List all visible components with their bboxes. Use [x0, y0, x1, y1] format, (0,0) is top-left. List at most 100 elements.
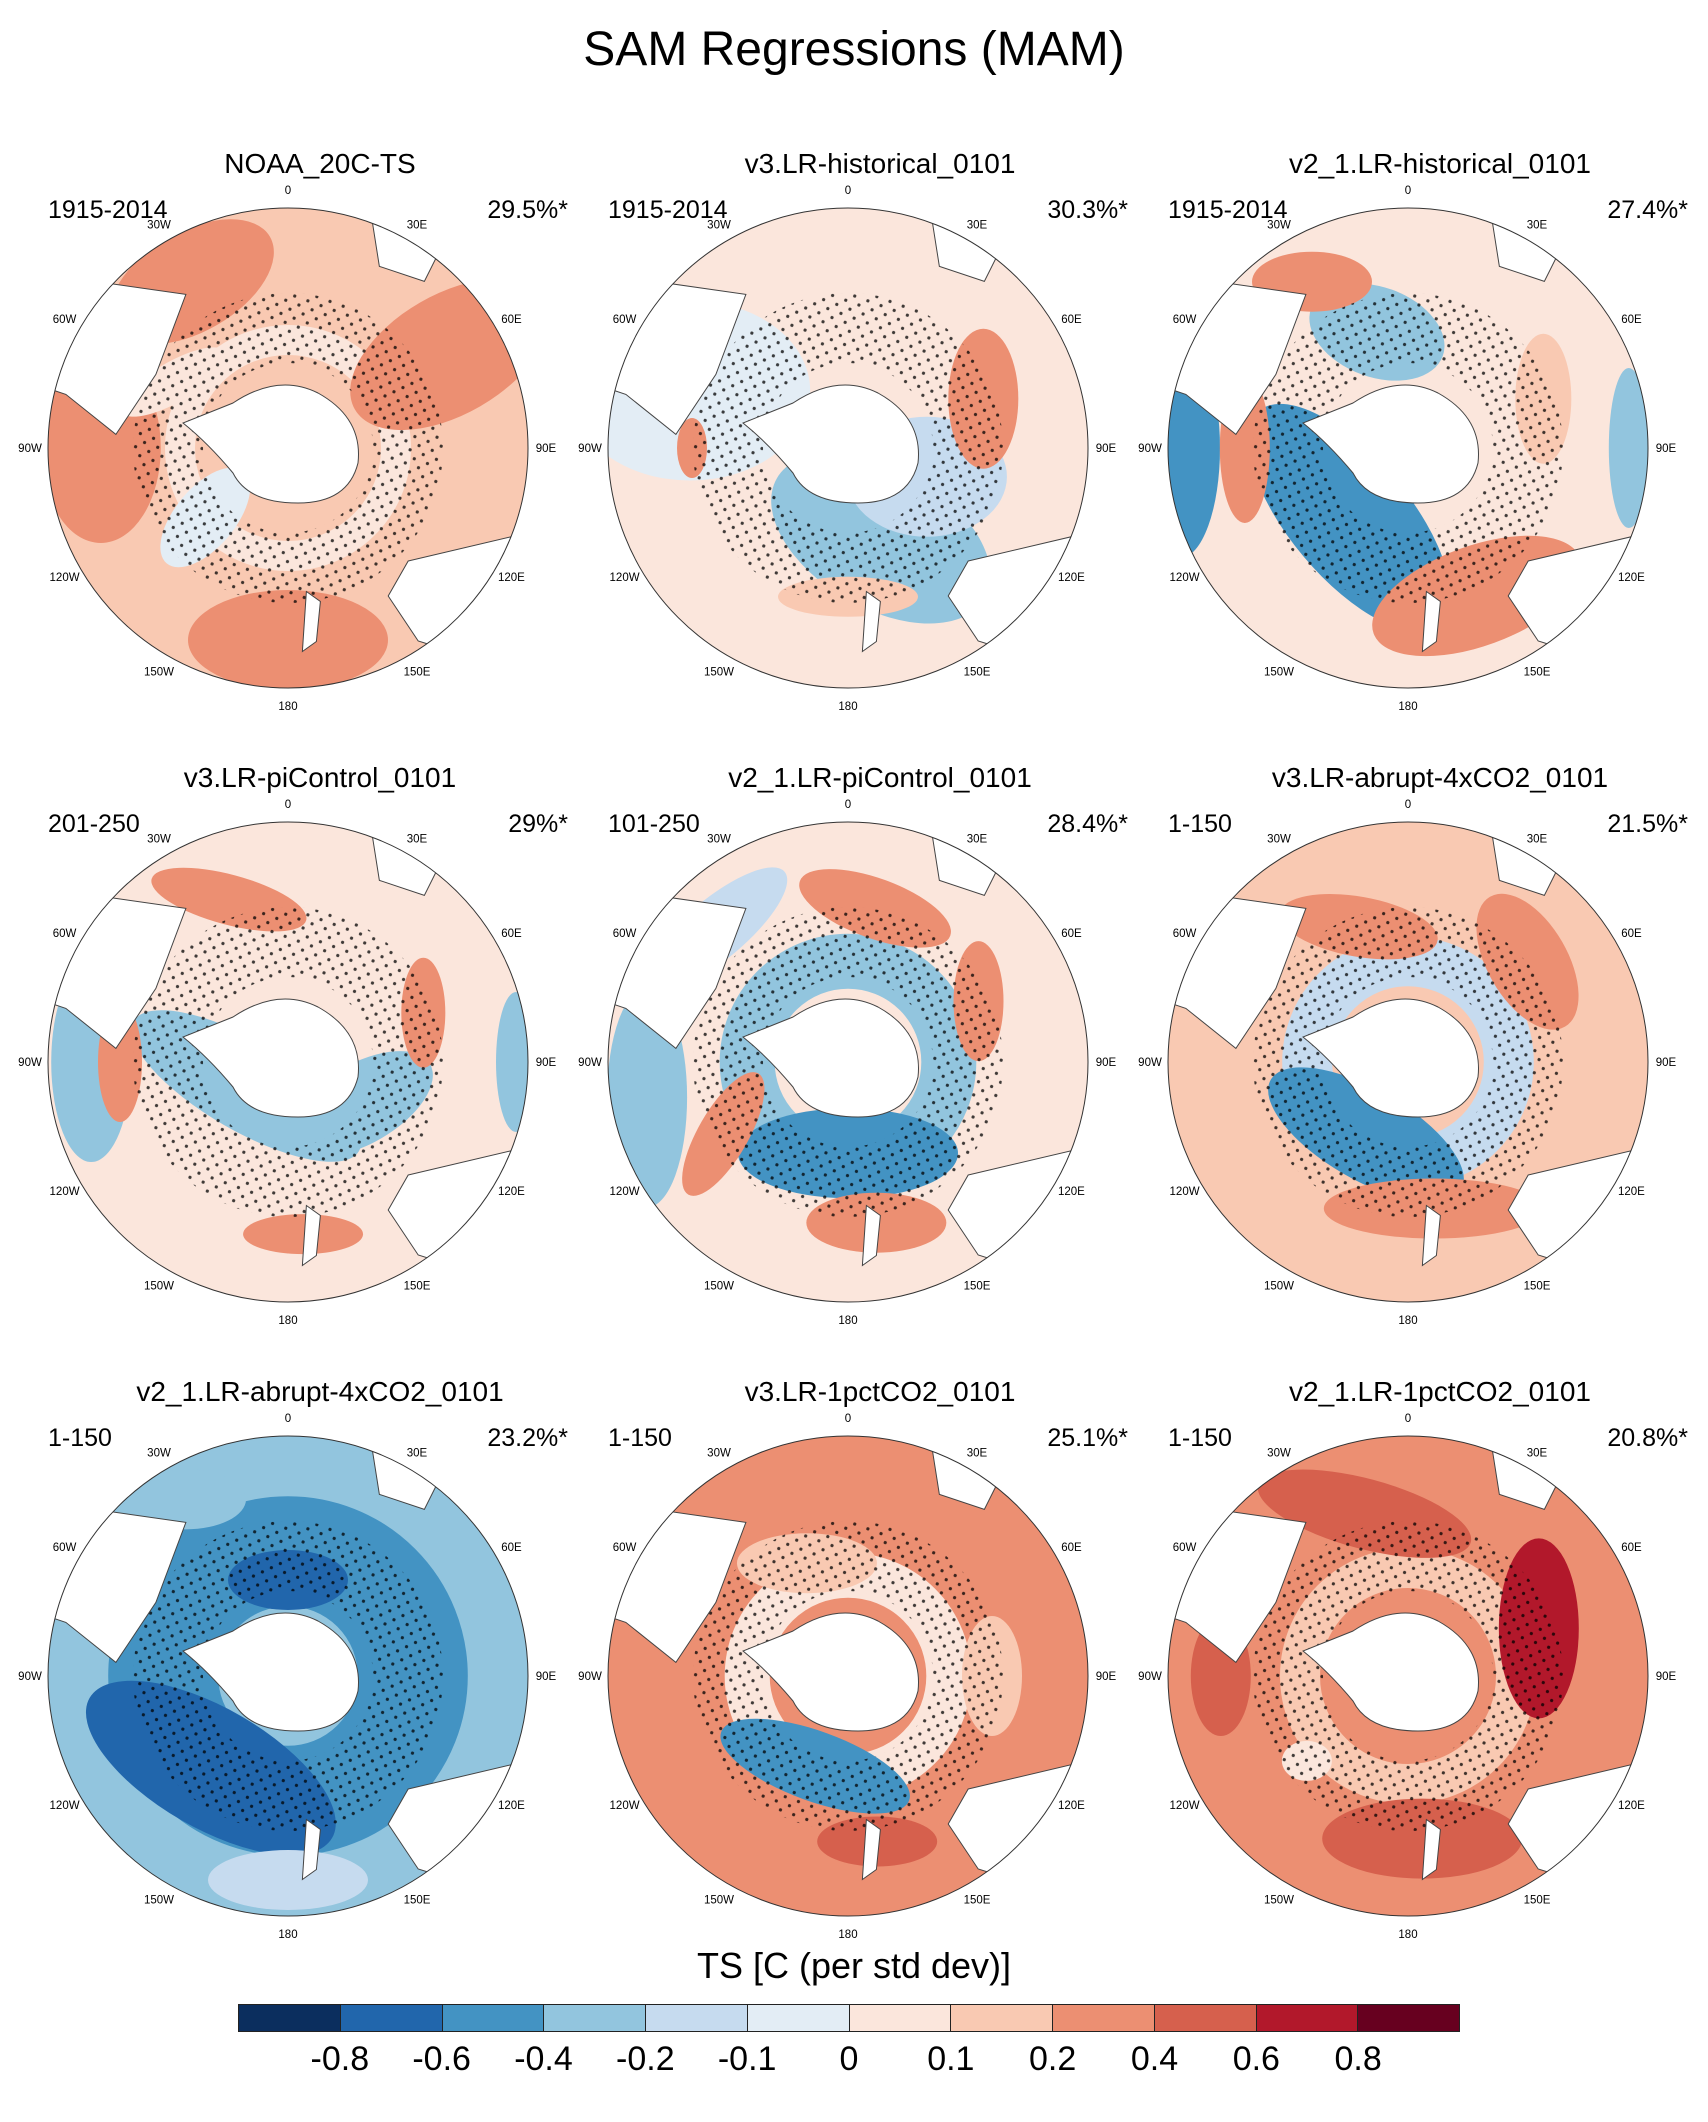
longitude-label: 60E	[1621, 314, 1642, 326]
anomaly-field	[48, 208, 528, 688]
map-panel: v2_1.LR-abrupt-4xCO2_0101 1-150 23.2%* 0 30E…	[18, 1376, 600, 1941]
colorbar-segment	[951, 2005, 1053, 2031]
longitude-label: 60W	[53, 314, 77, 326]
longitude-label: 120W	[50, 1800, 80, 1812]
longitude-label: 60W	[1173, 928, 1197, 940]
colorbar-tick-label: 0.2	[1029, 2040, 1077, 2078]
colorbar-tick-label: -0.6	[412, 2040, 471, 2078]
new-zealand-land	[1421, 1818, 1441, 1881]
map-boundary	[607, 207, 1089, 689]
longitude-label: 90W	[578, 1057, 602, 1069]
antarctica-land	[1302, 384, 1479, 504]
longitude-label: 30E	[407, 834, 428, 846]
longitude-label: 0	[285, 185, 291, 197]
map-boundary	[607, 821, 1089, 1303]
antarctica-land	[182, 384, 359, 504]
longitude-label: 150W	[1264, 666, 1294, 678]
anomaly-field	[1168, 822, 1648, 1302]
figure-title: SAM Regressions (MAM)	[583, 23, 1125, 76]
antarctica-land	[1302, 1612, 1479, 1732]
longitude-label: 150E	[404, 1280, 431, 1292]
longitude-label: 30W	[147, 220, 171, 232]
colorbar-segment	[442, 2005, 545, 2031]
longitude-label: 0	[1405, 1413, 1411, 1425]
longitude-label: 90E	[1656, 443, 1677, 455]
longitude-label: 180	[1398, 1929, 1417, 1941]
colorbar-tick-label: 0.4	[1130, 2040, 1179, 2078]
longitude-label: 90E	[536, 1057, 557, 1069]
longitude-label: 30W	[1267, 220, 1291, 232]
longitude-label: 60E	[1621, 1542, 1642, 1554]
longitude-label: 120E	[498, 1186, 525, 1198]
colorbar-tick-label: -0.8	[310, 2040, 370, 2078]
longitude-label: 150W	[1264, 1280, 1294, 1292]
colorbar-segment	[340, 2005, 443, 2031]
significance-stippling	[1253, 293, 1563, 603]
longitude-label: 0	[1405, 185, 1411, 197]
longitude-label: 150W	[704, 666, 734, 678]
map-panel: v2_1.LR-piControl_0101 101-250 28.4%* 0 30E 6…	[578, 762, 1160, 1327]
longitude-label: 60W	[1173, 1542, 1197, 1554]
anomaly-region	[243, 1214, 364, 1255]
significance-stippling	[133, 907, 443, 1217]
polar-map: 0 30E 60E 90E 120E 150E 180 150W 120W 90W 60W 30W	[18, 1413, 556, 1941]
longitude-label: 150E	[1524, 1280, 1551, 1292]
longitude-label: 60E	[501, 1542, 522, 1554]
panel-period: 1-150	[48, 1424, 112, 1452]
explained-variance: 28.4%*	[1047, 810, 1128, 838]
panel-title: v2_1.LR-historical_0101	[1289, 148, 1591, 179]
south-america-land	[1168, 1491, 1307, 1664]
significance-stippling	[693, 1521, 1003, 1831]
map-boundary	[47, 207, 529, 689]
longitude-label: 180	[838, 701, 857, 713]
polar-map: 0 30E 60E 90E 120E 150E 180 150W 120W 90W 60W 30W	[1138, 185, 1677, 713]
longitude-label: 90W	[1138, 1057, 1162, 1069]
colorbar-tick-label: 0.1	[927, 2040, 975, 2078]
south-america-land	[48, 263, 187, 436]
longitude-label: 90W	[578, 1671, 602, 1683]
anomaly-region	[1608, 368, 1648, 528]
map-boundary	[1167, 821, 1649, 1303]
antarctica-land	[182, 998, 359, 1118]
longitude-label: 60W	[1173, 314, 1197, 326]
anomaly-field	[1168, 1436, 1648, 1916]
longitude-label: 120E	[498, 572, 525, 584]
panel-period: 1-150	[1168, 1424, 1232, 1452]
map-panel: v2_1.LR-1pctCO2_0101 1-150 20.8%* 0 30E 60E 90…	[1138, 1376, 1708, 1941]
colorbar-segment	[747, 2005, 850, 2031]
longitude-label: 90E	[1096, 443, 1117, 455]
panel-period: 1-150	[1168, 810, 1232, 838]
anomaly-region	[208, 1850, 368, 1910]
colorbar-tick-label: 0.8	[1334, 2040, 1382, 2078]
longitude-label: 90W	[18, 1057, 42, 1069]
longitude-label: 60W	[53, 1542, 77, 1554]
antarctica-land	[742, 998, 919, 1118]
antarctica-land	[742, 384, 919, 504]
longitude-label: 30E	[1527, 834, 1548, 846]
explained-variance: 30.3%*	[1047, 196, 1128, 224]
longitude-label: 90W	[1138, 443, 1162, 455]
longitude-label: 30W	[707, 220, 731, 232]
anomaly-field	[48, 1436, 528, 1916]
longitude-label: 120E	[1058, 1186, 1085, 1198]
longitude-label: 150E	[1524, 1894, 1551, 1906]
longitude-label: 90W	[18, 443, 42, 455]
map-boundary	[47, 821, 529, 1303]
anomaly-region	[496, 992, 528, 1132]
longitude-label: 0	[845, 185, 851, 197]
antarctica-land	[1302, 998, 1479, 1118]
longitude-label: 0	[285, 799, 291, 811]
longitude-label: 60E	[1061, 928, 1082, 940]
longitude-label: 150W	[704, 1280, 734, 1292]
longitude-label: 30W	[707, 1448, 731, 1460]
longitude-label: 0	[845, 799, 851, 811]
colorbar-tick-label: -0.4	[514, 2040, 573, 2078]
longitude-label: 120W	[1170, 1800, 1200, 1812]
anomaly-region	[126, 1469, 246, 1530]
longitude-label: 150E	[1524, 666, 1551, 678]
longitude-label: 180	[278, 1315, 297, 1327]
longitude-label: 120E	[1618, 572, 1645, 584]
longitude-label: 180	[278, 1929, 297, 1941]
longitude-label: 90E	[1656, 1057, 1677, 1069]
south-america-land	[1168, 263, 1307, 436]
